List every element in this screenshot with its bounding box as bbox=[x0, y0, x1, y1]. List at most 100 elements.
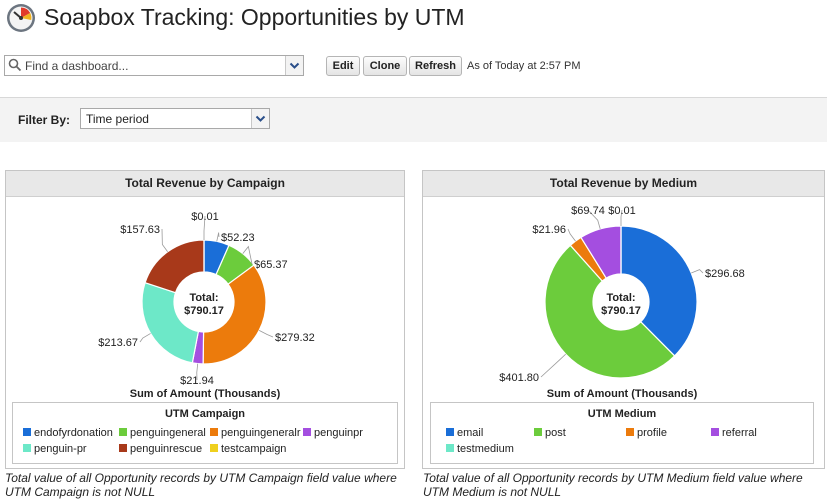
legend-label: penguinpr bbox=[314, 427, 363, 439]
campaign-legend: UTM Campaign endofyrdonation penguingener… bbox=[12, 402, 398, 464]
slice-value-label: $52.23 bbox=[221, 232, 255, 244]
legend-item-penguinpr: penguinpr bbox=[303, 427, 363, 439]
legend-swatch bbox=[210, 444, 218, 452]
legend-label: penguin-pr bbox=[34, 443, 87, 455]
slice-value-label: $157.63 bbox=[120, 224, 160, 236]
search-input[interactable] bbox=[25, 57, 283, 74]
legend-item-penguin-pr: penguin-pr bbox=[23, 443, 87, 455]
clone-button[interactable]: Clone bbox=[363, 56, 407, 76]
medium-footnote: Total value of all Opportunity records b… bbox=[423, 471, 803, 499]
slice-value-label: $21.94 bbox=[180, 375, 214, 387]
donut-center-label: Total: bbox=[606, 292, 635, 304]
slice-leader-line bbox=[691, 269, 704, 274]
last-refreshed-text: As of Today at 2:57 PM bbox=[467, 60, 581, 72]
refresh-button[interactable]: Refresh bbox=[409, 56, 462, 76]
slice-leader-line bbox=[540, 353, 566, 378]
page-title: Soapbox Tracking: Opportunities by UTM bbox=[44, 4, 465, 30]
legend-swatch bbox=[23, 428, 31, 436]
legend-label: penguingeneral bbox=[130, 427, 206, 439]
edit-button[interactable]: Edit bbox=[326, 56, 360, 76]
legend-label: penguingeneralr bbox=[221, 427, 301, 439]
legend-item-penguingeneral: penguingeneral bbox=[119, 427, 206, 439]
legend-label: testcampaign bbox=[221, 443, 287, 455]
medium-donut-chart[interactable]: $296.68 $401.80 $21.96 $69.74 $0.01 Total:$79… bbox=[423, 196, 824, 401]
legend-item-testcampaign: testcampaign bbox=[210, 443, 286, 455]
legend-item-penguinrescue: penguinrescue bbox=[119, 443, 202, 455]
legend-swatch bbox=[119, 444, 127, 452]
legend-item-referral: referral bbox=[711, 427, 757, 439]
filter-select[interactable]: Time period bbox=[80, 108, 270, 129]
legend-label: email bbox=[457, 427, 484, 439]
legend-swatch bbox=[119, 428, 127, 436]
filter-dropdown-toggle[interactable] bbox=[251, 109, 269, 128]
measure-label: Sum of Amount (Thousands) bbox=[130, 388, 281, 400]
dashboard-gauge-icon bbox=[7, 4, 35, 32]
slice-value-label: $296.68 bbox=[705, 268, 745, 280]
slice-leader-line bbox=[196, 363, 199, 381]
legend-swatch bbox=[210, 428, 218, 436]
slice-penguinrescue[interactable] bbox=[144, 239, 205, 294]
slice-leader-line bbox=[620, 209, 623, 227]
slice-value-label: $0.01 bbox=[608, 205, 636, 217]
slice-leader-line bbox=[216, 232, 220, 242]
legend-label: profile bbox=[637, 427, 667, 439]
slice-value-label: $0.01 bbox=[191, 211, 219, 223]
filter-bar: Filter By: Time period bbox=[0, 97, 827, 142]
slice-value-label: $213.67 bbox=[98, 337, 138, 349]
slice-leader-line bbox=[242, 245, 253, 265]
slice-value-label: $401.80 bbox=[499, 372, 539, 384]
search-icon bbox=[8, 58, 22, 72]
slice-penguingeneralr[interactable] bbox=[202, 264, 267, 365]
filter-selected-value: Time period bbox=[86, 112, 149, 126]
slice-leader-line bbox=[258, 329, 274, 338]
legend-item-penguingeneralr: penguingeneralr bbox=[210, 427, 301, 439]
legend-label: referral bbox=[722, 427, 757, 439]
chart-title: Total Revenue by Medium bbox=[423, 171, 824, 197]
medium-revenue-panel: Total Revenue by Medium $296.68 $401.80 $2… bbox=[422, 170, 825, 469]
slice-post[interactable] bbox=[544, 244, 676, 379]
legend-item-email: email bbox=[446, 427, 483, 439]
donut-center-label: Total: bbox=[189, 292, 218, 304]
chevron-down-icon bbox=[289, 62, 300, 69]
filter-label: Filter By: bbox=[18, 113, 71, 127]
campaign-donut-chart[interactable]: $52.23 $65.37 $279.32 $21.94 $213.67 $157.63 $… bbox=[6, 196, 404, 401]
slice-value-label: $279.32 bbox=[275, 332, 315, 344]
chevron-down-icon bbox=[255, 115, 266, 122]
measure-label: Sum of Amount (Thousands) bbox=[547, 388, 698, 400]
slice-leader-line bbox=[587, 209, 601, 230]
legend-item-profile: profile bbox=[626, 427, 667, 439]
legend-title: UTM Medium bbox=[587, 408, 657, 420]
search-dropdown-toggle[interactable] bbox=[285, 56, 303, 75]
slice-leader-line bbox=[567, 228, 576, 242]
chart-title: Total Revenue by Campaign bbox=[6, 171, 404, 197]
legend-label: endofyrdonation bbox=[34, 427, 113, 439]
legend-swatch bbox=[711, 428, 719, 436]
legend-swatch bbox=[23, 444, 31, 452]
slice-value-label: $21.96 bbox=[532, 224, 566, 236]
legend-swatch bbox=[534, 428, 542, 436]
legend-swatch bbox=[446, 428, 454, 436]
campaign-revenue-panel: Total Revenue by Campaign $52.23 $65.37 $2… bbox=[5, 170, 405, 469]
legend-swatch bbox=[303, 428, 311, 436]
donut-center-value: $790.17 bbox=[601, 305, 641, 317]
slice-penguin-pr[interactable] bbox=[141, 281, 200, 364]
legend-swatch bbox=[446, 444, 454, 452]
donut-center-value: $790.17 bbox=[184, 305, 224, 317]
slice-value-label: $69.74 bbox=[571, 205, 605, 217]
legend-item-testmedium: testmedium bbox=[446, 443, 514, 455]
slice-leader-line bbox=[161, 228, 168, 253]
legend-item-post: post bbox=[534, 427, 566, 439]
legend-label: post bbox=[545, 427, 566, 439]
slice-leader-line bbox=[203, 215, 206, 241]
medium-legend: UTM Medium email post profile referral testm… bbox=[430, 402, 814, 464]
legend-label: testmedium bbox=[457, 443, 514, 455]
slice-leader-line bbox=[139, 333, 151, 343]
legend-swatch bbox=[626, 428, 634, 436]
dashboard-search-box[interactable] bbox=[4, 55, 304, 76]
campaign-footnote: Total value of all Opportunity records b… bbox=[5, 471, 397, 499]
legend-item-endofyrdonation: endofyrdonation bbox=[23, 427, 113, 439]
slice-value-label: $65.37 bbox=[254, 259, 288, 271]
legend-label: penguinrescue bbox=[130, 443, 203, 455]
legend-title: UTM Campaign bbox=[164, 408, 246, 420]
slice-email[interactable] bbox=[620, 225, 698, 357]
